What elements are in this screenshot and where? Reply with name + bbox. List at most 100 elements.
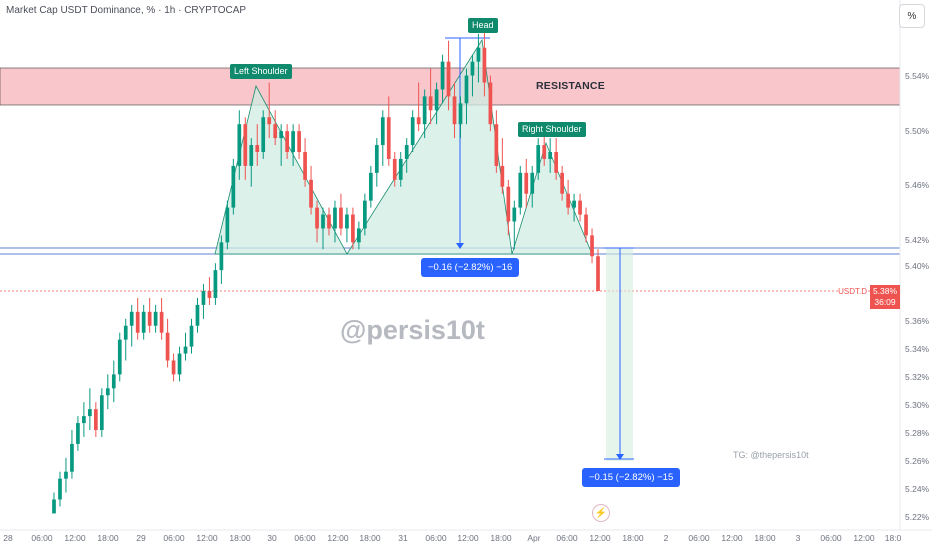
candle-body — [105, 388, 110, 396]
x-tick-label: 29 — [136, 533, 146, 543]
left-shoulder-label: Left Shoulder — [230, 64, 292, 79]
candle-body — [183, 346, 188, 354]
x-tick-label: 18:0 — [884, 533, 902, 543]
y-tick-label: 5.22% — [905, 512, 930, 522]
candle-body — [225, 207, 230, 243]
lightning-icon[interactable]: ⚡ — [592, 504, 610, 522]
candle-body — [159, 311, 164, 333]
candle-body — [213, 270, 218, 298]
measure-up-arrow — [456, 243, 464, 249]
x-tick-label: 12:00 — [327, 533, 349, 543]
candle-body — [303, 152, 307, 180]
candle-body — [82, 416, 86, 424]
candle-body — [99, 395, 104, 430]
y-tick-label: 5.26% — [905, 456, 930, 466]
telegram-handle: TG: @thepersis10t — [733, 450, 809, 460]
candle-body — [177, 353, 182, 375]
candle-body — [111, 374, 116, 389]
candle-body — [566, 193, 570, 208]
candle-body — [500, 165, 505, 187]
x-tick-label: 12:00 — [457, 533, 479, 543]
candle-body — [363, 200, 367, 229]
candle-body — [458, 103, 463, 125]
price-tag-countdown: 36:09 — [874, 297, 896, 307]
candle-body — [76, 423, 80, 444]
candle-body — [398, 158, 403, 180]
percent-scale-button[interactable]: % — [899, 4, 925, 28]
candle-body — [291, 131, 295, 152]
candle-body — [165, 332, 170, 361]
candle-body — [219, 242, 224, 271]
y-tick-label: 5.50% — [905, 126, 930, 136]
x-tick-label: 06:00 — [163, 533, 185, 543]
resistance-label: RESISTANCE — [536, 80, 605, 92]
candle-body — [309, 179, 313, 208]
x-tick-label: 12:00 — [589, 533, 611, 543]
candle-body — [482, 47, 487, 83]
candle-body — [578, 200, 582, 215]
x-tick-label: 18:00 — [229, 533, 251, 543]
candle-body — [153, 311, 158, 326]
candles — [52, 26, 600, 514]
candle-body — [434, 89, 439, 111]
measure-up-label: −0.16 (−2.82%) −16 — [421, 258, 520, 277]
candle-body — [135, 311, 140, 333]
measure-down-arrow — [616, 454, 624, 460]
candle-body — [327, 214, 331, 229]
candle-body — [351, 214, 355, 243]
candle-body — [207, 291, 212, 298]
candle-body — [255, 145, 260, 152]
candle-body — [58, 478, 62, 500]
candle-body — [464, 75, 469, 104]
y-tick-label: 5.54% — [905, 71, 930, 81]
candle-body — [297, 131, 301, 152]
candle-body — [261, 117, 266, 152]
candle-body — [518, 172, 523, 208]
candle-body — [339, 207, 343, 229]
candle-body — [279, 131, 284, 139]
candle-body — [476, 47, 481, 62]
candle-body — [404, 145, 409, 159]
candle-body — [315, 207, 319, 229]
candle-body — [321, 214, 325, 229]
y-tick-label: 5.30% — [905, 400, 930, 410]
candle-body — [392, 158, 397, 180]
candle-body — [189, 325, 194, 347]
x-tick-label: 18:00 — [754, 533, 776, 543]
candle-body — [584, 214, 588, 236]
candle-body — [88, 409, 92, 417]
y-tick-label: 5.28% — [905, 428, 930, 438]
candle-body — [530, 172, 535, 194]
x-tick-label: 18:00 — [97, 533, 119, 543]
candle-body — [243, 124, 248, 166]
candle-body — [380, 117, 385, 146]
x-tick-label: 28 — [3, 533, 13, 543]
right-shoulder-label: Right Shoulder — [518, 122, 586, 137]
candle-body — [446, 61, 451, 97]
candle-body — [333, 207, 337, 229]
x-tick-label: 06:00 — [556, 533, 578, 543]
candle-body — [249, 145, 254, 166]
candle-body — [470, 61, 475, 76]
candle-body — [452, 96, 457, 125]
candle-body — [416, 117, 421, 125]
candle-body — [123, 325, 128, 340]
candle-body — [117, 339, 122, 375]
x-tick-label: Apr — [527, 533, 541, 543]
candle-body — [512, 207, 517, 222]
y-tick-label: 5.40% — [905, 261, 930, 271]
y-tick-label: 5.42% — [905, 235, 930, 245]
candle-body — [386, 117, 391, 159]
x-tick-label: 06:00 — [820, 533, 842, 543]
watermark: @persis10t — [340, 315, 485, 345]
candle-body — [542, 145, 547, 159]
candle-body — [171, 360, 176, 375]
candle-body — [494, 124, 499, 166]
candle-body — [560, 172, 564, 194]
candle-body — [536, 145, 541, 173]
candle-body — [237, 124, 242, 166]
candle-body — [440, 61, 445, 90]
x-tick-label: 12:00 — [853, 533, 875, 543]
candle-body — [410, 117, 415, 146]
